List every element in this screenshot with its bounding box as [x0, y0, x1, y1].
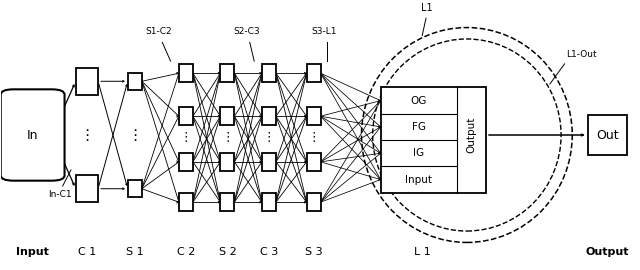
FancyBboxPatch shape — [128, 73, 142, 90]
Text: Output: Output — [467, 117, 476, 153]
FancyBboxPatch shape — [220, 153, 234, 171]
Text: S2-C3: S2-C3 — [233, 27, 260, 36]
Text: S1-C2: S1-C2 — [146, 27, 172, 36]
Text: Input: Input — [406, 175, 433, 185]
Text: IG: IG — [413, 148, 424, 158]
Text: S 2: S 2 — [218, 247, 236, 257]
Text: Out: Out — [596, 129, 619, 141]
Bar — [381, 87, 486, 193]
FancyBboxPatch shape — [220, 107, 234, 125]
FancyBboxPatch shape — [76, 68, 98, 95]
FancyBboxPatch shape — [262, 107, 276, 125]
FancyBboxPatch shape — [262, 65, 276, 82]
Text: L1-Out: L1-Out — [566, 50, 596, 59]
FancyBboxPatch shape — [307, 193, 321, 211]
Text: Input: Input — [16, 247, 49, 257]
FancyBboxPatch shape — [262, 193, 276, 211]
FancyBboxPatch shape — [307, 153, 321, 171]
Text: ⋮: ⋮ — [307, 131, 320, 144]
FancyBboxPatch shape — [220, 193, 234, 211]
FancyBboxPatch shape — [128, 180, 142, 197]
Text: In: In — [27, 129, 38, 141]
FancyBboxPatch shape — [179, 107, 193, 125]
Text: ⋮: ⋮ — [79, 127, 95, 143]
Text: Output: Output — [586, 247, 629, 257]
Text: ⋮: ⋮ — [221, 131, 234, 144]
Text: S 3: S 3 — [305, 247, 323, 257]
FancyBboxPatch shape — [179, 153, 193, 171]
Text: ⋮: ⋮ — [180, 131, 192, 144]
FancyBboxPatch shape — [1, 89, 65, 181]
Text: C 2: C 2 — [177, 247, 195, 257]
FancyBboxPatch shape — [588, 115, 627, 155]
Text: FG: FG — [412, 122, 426, 132]
FancyBboxPatch shape — [179, 65, 193, 82]
Text: In-C1: In-C1 — [47, 190, 71, 199]
Text: ⋮: ⋮ — [262, 131, 275, 144]
FancyBboxPatch shape — [179, 193, 193, 211]
Text: L 1: L 1 — [414, 247, 431, 257]
Text: S3-L1: S3-L1 — [311, 27, 337, 36]
FancyBboxPatch shape — [307, 65, 321, 82]
Text: C 1: C 1 — [78, 247, 96, 257]
FancyBboxPatch shape — [307, 107, 321, 125]
Text: L1: L1 — [422, 4, 433, 14]
Text: C 3: C 3 — [260, 247, 278, 257]
Text: OG: OG — [411, 96, 427, 106]
Text: S 1: S 1 — [126, 247, 143, 257]
FancyBboxPatch shape — [76, 175, 98, 202]
FancyBboxPatch shape — [262, 153, 276, 171]
FancyBboxPatch shape — [220, 65, 234, 82]
Text: ⋮: ⋮ — [127, 127, 143, 143]
